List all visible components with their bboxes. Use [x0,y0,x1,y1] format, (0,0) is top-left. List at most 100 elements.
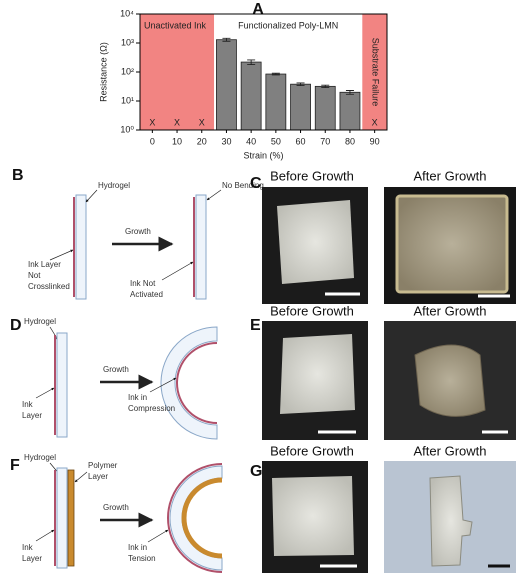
sample [395,194,509,294]
sample [280,334,355,414]
bar [314,85,336,131]
panel-letter: B [12,167,24,184]
pointer [35,387,55,399]
chart: Unactivated Ink Functionalized Poly-LMN Su… [98,8,388,160]
hydrogel-strip [56,332,68,438]
label: Ink [22,400,34,409]
error-bar [247,59,256,66]
y-tick-label: 10² [121,66,134,76]
x-tick-label: 70 [320,136,330,146]
error-bar [345,90,354,95]
x-tick-label: 10 [172,136,182,146]
panel-g: G Before Growth After Growth [250,443,516,573]
label: Not [28,271,41,280]
label: Activated [130,290,163,299]
sample [429,475,473,567]
error-bar [271,72,280,76]
panel-b: B Hydrogel Ink Layer Not Crosslinked Gro… [12,167,264,300]
photo-title: After Growth [414,443,487,458]
bar [265,73,287,131]
pointer [85,189,98,203]
bar [216,39,237,131]
pointer [149,377,177,393]
bent-hydrogel [160,326,218,440]
label: Ink Not [130,279,156,288]
polymer-layer [181,477,223,559]
x-tick-label: 80 [345,136,355,146]
label: Tension [128,554,156,563]
pointer [35,529,55,542]
missing-marker: X [372,117,378,127]
sample [272,476,354,556]
region-label: Unactivated Ink [144,20,207,30]
panel-letter: F [10,457,20,474]
pointer [161,261,194,281]
label: No Bending [222,181,264,190]
hydrogel-strip [56,467,68,569]
photo-title: After Growth [414,303,487,318]
x-tick-label: 30 [221,136,231,146]
x-tick-label: 40 [246,136,256,146]
label: Polymer [88,461,118,470]
photo-title: Before Growth [270,443,354,458]
panel-letter: C [250,175,262,192]
pointer [147,529,169,543]
label: Ink [22,543,34,552]
sample [414,344,486,417]
panel-e: E Before Growth After Growth [250,303,516,440]
label: Crosslinked [28,282,70,291]
photo-title: Before Growth [270,303,354,318]
ink-layer [176,342,218,424]
bar [240,61,262,131]
x-tick-label: 90 [370,136,380,146]
pointer [206,189,222,201]
label: Hydrogel [24,453,56,462]
panel-letter: D [10,317,22,334]
label: Hydrogel [24,317,56,326]
polymer-layer [67,469,75,567]
bar [290,83,311,131]
label: Layer [88,472,108,481]
pointer [49,249,74,261]
region [214,14,363,130]
x-tick-label: 0 [150,136,155,146]
region-label: Substrate Failure [370,38,380,107]
error-bar [296,82,305,87]
y-tick-label: 10¹ [121,95,134,105]
label: Growth [125,227,151,236]
error-bar [222,37,231,42]
missing-marker: X [199,117,205,127]
hydrogel-strip [195,194,207,300]
panel-letter: E [250,317,261,334]
region [140,14,215,130]
label: Growth [103,503,129,512]
y-tick-label: 10⁴ [120,8,134,18]
label: Layer [22,554,42,563]
panel-f: F Hydrogel Polymer Layer Ink Layer Growt… [10,453,223,573]
region [362,14,387,130]
missing-marker: X [174,117,180,127]
label: Ink in [128,543,147,552]
missing-marker: X [149,117,155,127]
panel-letter: G [250,463,262,480]
panel-d: D Hydrogel Ink Layer Growth Ink in Compr… [10,317,218,440]
ink-layer [167,463,223,573]
label: Ink Layer [28,260,61,269]
x-tick-label: 60 [296,136,306,146]
hydrogel-strip [75,194,87,300]
pointer [74,471,88,483]
label: Compression [128,404,175,413]
y-axis-title: Resistance (Ω) [98,42,108,102]
y-tick-label: 10³ [121,37,134,47]
label: Layer [22,411,42,420]
label: Hydrogel [98,181,130,190]
photo-title: Before Growth [270,168,354,183]
y-tick-label: 10⁰ [120,124,134,134]
x-tick-label: 50 [271,136,281,146]
label: Ink in [128,393,147,402]
plot-frame [139,13,388,131]
error-bar [321,84,330,89]
region-label: Functionalized Poly-LMN [238,20,338,30]
